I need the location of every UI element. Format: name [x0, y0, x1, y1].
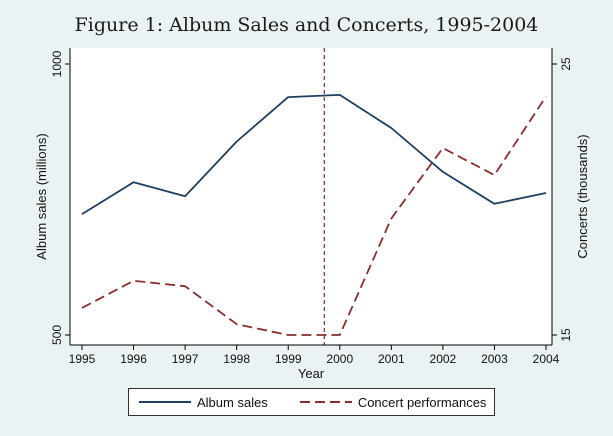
x-axis-title: Year	[298, 366, 325, 381]
x-tick-label: 1997	[172, 352, 199, 366]
x-tick-label: 1995	[69, 352, 96, 366]
chart-title: Figure 1: Album Sales and Concerts, 1995…	[74, 14, 539, 36]
legend-label-album-sales: Album sales	[197, 394, 268, 410]
legend: Album sales Concert performances	[128, 388, 495, 416]
x-tick-label: 1996	[120, 352, 147, 366]
x-tick-label: 2004	[533, 352, 560, 366]
legend-swatch-album-sales	[139, 401, 191, 403]
x-tick-label: 2000	[326, 352, 353, 366]
x-tick-label: 2003	[481, 352, 508, 366]
plot-area	[70, 48, 552, 345]
legend-item-concert-performances: Concert performances	[299, 394, 487, 410]
y-right-tick-label: 25	[559, 57, 573, 71]
series-line-concert-performances	[81, 96, 547, 336]
legend-label-concert-performances: Concert performances	[357, 394, 487, 410]
legend-item-album-sales: Album sales	[139, 395, 268, 410]
x-tick-label: 1998	[223, 352, 250, 366]
y-right-tick-label: 15	[559, 328, 573, 342]
y-left-tick-label: 500	[50, 325, 64, 345]
y-left-tick-label: 1000	[50, 50, 64, 77]
series-line-album-sales	[81, 94, 547, 215]
legend-swatch-concert-performances	[299, 401, 352, 403]
y-axis-left-title: Album sales (millions)	[34, 133, 49, 259]
x-tick-label: 2002	[430, 352, 457, 366]
x-tick-label: 1999	[275, 352, 302, 366]
x-tick-label: 2001	[378, 352, 405, 366]
y-axis-right-title: Concerts (thousands)	[575, 134, 590, 258]
